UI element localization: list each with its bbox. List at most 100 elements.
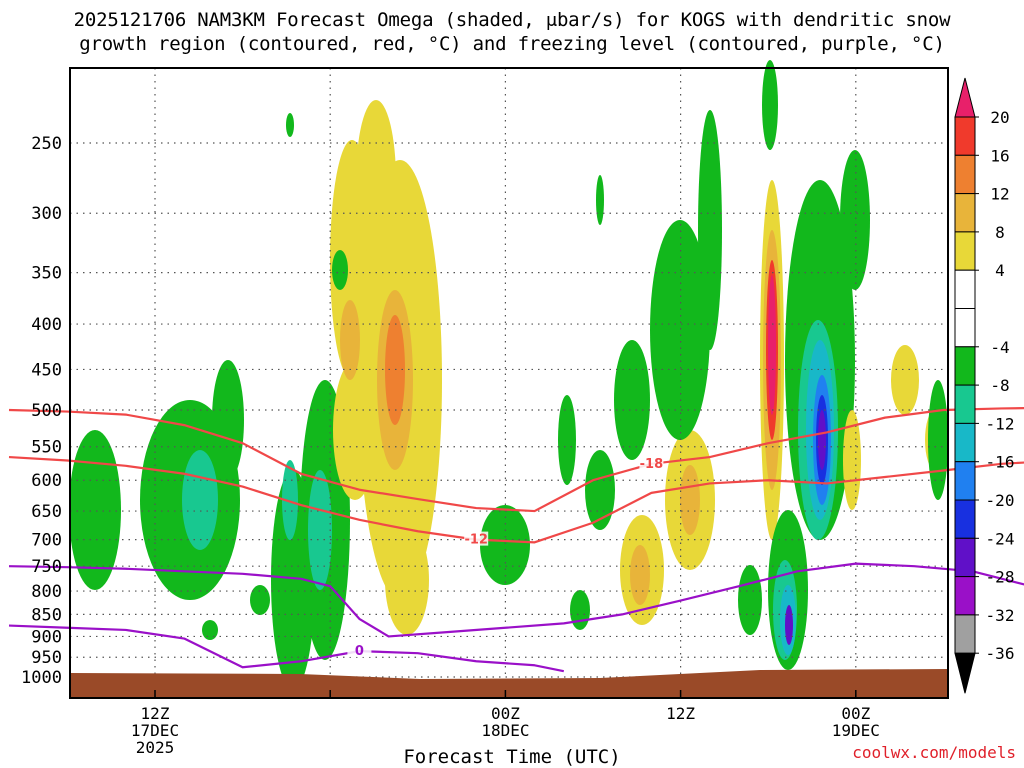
omega-shade-44	[818, 410, 826, 470]
plot-frame	[69, 67, 949, 699]
y-tick-label-700: 700	[31, 531, 62, 551]
colorbar-label-13: -36	[986, 644, 1015, 663]
omega-shade-22	[570, 590, 590, 630]
colorbar-label-4: 4	[995, 261, 1005, 280]
colorbar-label-1: 16	[990, 146, 1009, 165]
y-axis: 2503003504004505005506006507007508008509…	[21, 134, 62, 688]
omega-shade-4	[202, 620, 218, 640]
plot-border	[69, 67, 949, 699]
omega-shade-14	[385, 525, 429, 635]
omega-shade-35	[768, 275, 776, 415]
chart-title-line-2: growth region (contoured, red, °C) and f…	[79, 33, 945, 55]
omega-shade-12	[356, 100, 396, 260]
y-tick-label-350: 350	[31, 264, 62, 284]
x-tick-label-0-1: 17DEC	[131, 721, 179, 740]
contour-label-0: -18	[640, 457, 664, 472]
colorbar-label-9: -20	[986, 491, 1015, 510]
colorbar-segment-9	[954, 461, 976, 501]
y-tick-label-550: 550	[31, 438, 62, 458]
contour-line-2	[8, 562, 1024, 638]
y-tick-label-650: 650	[31, 502, 62, 522]
y-tick-label-1000: 1000	[21, 668, 62, 688]
x-tick-label-0-0: 12Z	[141, 704, 170, 723]
colorbar-segment-0	[954, 116, 976, 156]
colorbar-label-0: 20	[990, 108, 1009, 127]
omega-shade-23	[596, 175, 604, 225]
omega-shade-9	[250, 585, 270, 615]
contour-label-bg-1	[464, 531, 489, 546]
colorbar-segment-7	[954, 384, 976, 424]
watermark-text: coolwx.com/models	[852, 743, 1016, 762]
colorbar-label-3: 8	[995, 223, 1005, 242]
contour-line-3	[8, 624, 565, 673]
colorbar-segment-6	[954, 346, 976, 386]
contour-label-bg-3	[347, 643, 372, 658]
contour-layer: -18-1200	[8, 407, 1024, 673]
y-tick-label-800: 800	[31, 582, 62, 602]
omega-shade-51	[928, 380, 948, 500]
colorbar-segment-8	[954, 422, 976, 463]
contour-label-1: -12	[464, 533, 488, 548]
y-tick-label-750: 750	[31, 557, 62, 577]
omega-shade-2	[212, 360, 244, 480]
omega-shade-31	[585, 450, 615, 530]
colorbar-segment-2	[954, 193, 976, 233]
colorbar-segment-12	[954, 576, 976, 616]
colorbar-top-triangle	[954, 77, 976, 118]
contour-label-bg-0	[639, 455, 664, 470]
colorbar-label-11: -28	[986, 568, 1015, 587]
x-tick-label-0-2: 2025	[136, 738, 175, 757]
colorbar-label-6: -8	[990, 376, 1009, 395]
ground-layer	[70, 669, 948, 698]
colorbar-label-7: -12	[986, 414, 1015, 433]
colorbar-segment-11	[954, 537, 976, 578]
gridlines	[70, 68, 948, 698]
y-tick-label-450: 450	[31, 360, 62, 380]
omega-shade-0	[69, 430, 121, 590]
omega-shade-13	[333, 360, 377, 500]
chart-title-line-1: 2025121706 NAM3KM Forecast Omega (shaded…	[73, 9, 951, 31]
omega-shade-20	[480, 505, 530, 585]
colorbar-segment-4	[954, 269, 976, 310]
x-tick-label-2-0: 00Z	[491, 704, 520, 723]
omega-shade-17	[340, 300, 360, 380]
x-axis-title: Forecast Time (UTC)	[403, 746, 621, 768]
omega-shade-38	[840, 150, 870, 290]
omega-shade-28	[650, 220, 710, 440]
omega-shade-21	[558, 395, 576, 485]
omega-shading-layer	[69, 60, 948, 690]
omega-shade-30	[698, 110, 722, 350]
colorbar-label-5: -4	[990, 338, 1009, 357]
y-tick-label-600: 600	[31, 471, 62, 491]
x-tick-label-4-1: 19DEC	[832, 721, 880, 740]
contour-label-3: 0	[355, 644, 364, 659]
omega-shade-27	[680, 465, 700, 535]
omega-shade-49	[891, 345, 919, 415]
x-tick-label-3-0: 12Z	[666, 704, 695, 723]
colorbar-bottom-triangle	[954, 652, 976, 694]
omega-shade-52	[738, 565, 762, 635]
omega-shade-47	[785, 605, 793, 645]
omega-shade-48	[843, 410, 861, 510]
y-tick-label-850: 850	[31, 605, 62, 625]
omega-shade-3	[182, 450, 218, 550]
omega-shade-36	[762, 60, 778, 150]
y-tick-label-950: 950	[31, 648, 62, 668]
omega-shade-7	[308, 470, 332, 590]
x-tick-label-4-0: 00Z	[841, 704, 870, 723]
y-tick-label-250: 250	[31, 134, 62, 154]
omega-shade-18	[332, 250, 348, 290]
colorbar-segment-1	[954, 154, 976, 195]
omega-shade-19	[286, 113, 294, 137]
colorbar-segment-13	[954, 614, 976, 654]
omega-shade-25	[630, 545, 650, 605]
y-tick-label-300: 300	[31, 204, 62, 224]
colorbar: 20 16 12 8 4 -4 -8 -12 -16 -20 -24 -28 -32 -36	[954, 77, 1015, 694]
contour-line-1	[8, 455, 1024, 544]
y-tick-label-900: 900	[31, 627, 62, 647]
x-tick-label-2-1: 18DEC	[481, 721, 529, 740]
y-tick-label-400: 400	[31, 315, 62, 335]
omega-shade-29	[614, 340, 650, 460]
